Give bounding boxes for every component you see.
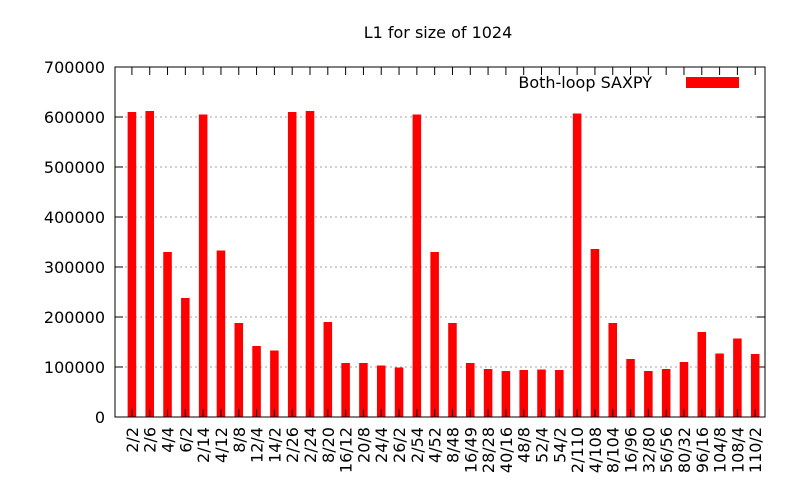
legend: Both-loop SAXPY <box>518 73 739 92</box>
bar <box>537 369 546 417</box>
x-tick-label: 96/16 <box>693 427 712 473</box>
x-tick-label: 20/8 <box>354 427 373 463</box>
bar <box>341 363 350 417</box>
bar <box>483 369 493 417</box>
bar <box>733 338 742 417</box>
y-tick-label: 500000 <box>44 158 105 177</box>
bar <box>448 323 457 417</box>
x-tick-label: 32/80 <box>639 427 658 473</box>
x-tick-label: 2/110 <box>568 427 587 473</box>
y-tick-label: 400000 <box>44 208 105 227</box>
x-tick-label: 24/4 <box>372 427 391 463</box>
y-tick-label: 100000 <box>44 358 105 377</box>
bar <box>394 367 404 417</box>
x-tick-label: 2/54 <box>408 427 427 463</box>
x-tick-label: 4/12 <box>212 427 231 463</box>
bar <box>697 332 707 417</box>
x-tick-label: 2/2 <box>123 427 142 453</box>
bar <box>572 113 582 417</box>
x-tick-label: 8/8 <box>230 427 249 453</box>
x-tick-label: 2/14 <box>194 427 213 463</box>
x-tick-label: 4/108 <box>586 427 605 473</box>
y-tick-label: 200000 <box>44 308 105 327</box>
x-tick-label: 14/2 <box>265 427 284 463</box>
x-tick-label: 54/2 <box>550 427 569 463</box>
x-tick-label: 40/16 <box>497 427 516 473</box>
x-tick-label: 12/4 <box>248 427 267 463</box>
x-tick-label: 104/8 <box>711 427 730 473</box>
x-tick-label: 4/52 <box>426 427 445 463</box>
legend-label: Both-loop SAXPY <box>518 73 652 92</box>
bar <box>590 249 600 417</box>
x-tick-label: 2/24 <box>301 427 320 463</box>
bar <box>163 252 172 417</box>
bar <box>287 112 297 417</box>
x-tick-label: 80/32 <box>675 427 694 473</box>
y-tick-label: 0 <box>95 408 105 427</box>
bar <box>555 370 564 417</box>
bar <box>252 346 261 417</box>
y-tick-label: 600000 <box>44 108 105 127</box>
x-tick-label: 16/49 <box>461 427 480 473</box>
x-tick-label: 6/2 <box>176 427 195 453</box>
x-tick-label: 56/56 <box>657 427 676 473</box>
x-axis-ticks: 2/22/64/46/22/144/128/812/414/22/262/248… <box>123 67 765 473</box>
bar <box>305 111 315 417</box>
bar <box>679 362 689 417</box>
bar <box>323 322 333 417</box>
bar <box>466 363 475 417</box>
bar <box>127 112 137 417</box>
bar <box>519 370 528 417</box>
bar <box>198 114 208 417</box>
bar <box>644 371 653 417</box>
x-tick-label: 26/2 <box>390 427 409 463</box>
bar <box>270 350 279 417</box>
bar <box>661 369 671 417</box>
y-tick-label: 700000 <box>44 58 105 77</box>
bar <box>145 111 154 417</box>
bar <box>359 363 368 417</box>
grid-lines <box>115 116 765 368</box>
bar <box>216 250 226 417</box>
bar <box>430 252 439 417</box>
x-tick-label: 8/104 <box>604 427 623 473</box>
x-tick-label: 28/28 <box>479 427 498 473</box>
legend-swatch <box>686 77 739 88</box>
plot-frame <box>114 66 766 418</box>
bar <box>715 353 724 417</box>
bar <box>376 365 386 417</box>
x-tick-label: 108/4 <box>728 427 747 473</box>
x-tick-label: 16/12 <box>337 427 356 473</box>
chart-title: L1 for size of 1024 <box>364 23 513 42</box>
x-tick-label: 48/8 <box>515 427 534 463</box>
x-tick-label: 4/4 <box>159 427 178 453</box>
x-tick-label: 52/4 <box>533 427 552 463</box>
bar <box>750 354 760 417</box>
bar <box>626 359 635 417</box>
bar <box>501 371 511 417</box>
y-axis-ticks: 0 100000 200000 300000 400000 500000 600000 700… <box>44 58 765 427</box>
bar <box>181 298 190 417</box>
bar <box>234 323 244 417</box>
x-tick-label: 8/48 <box>443 427 462 463</box>
x-tick-label: 16/96 <box>622 427 641 473</box>
x-tick-label: 110/2 <box>746 427 765 473</box>
bar <box>412 114 422 417</box>
y-tick-label: 300000 <box>44 258 105 277</box>
x-tick-label: 2/26 <box>283 427 302 463</box>
x-tick-label: 2/6 <box>141 427 160 453</box>
bar <box>608 323 618 417</box>
bars <box>127 111 760 417</box>
x-tick-label: 8/20 <box>319 427 338 463</box>
